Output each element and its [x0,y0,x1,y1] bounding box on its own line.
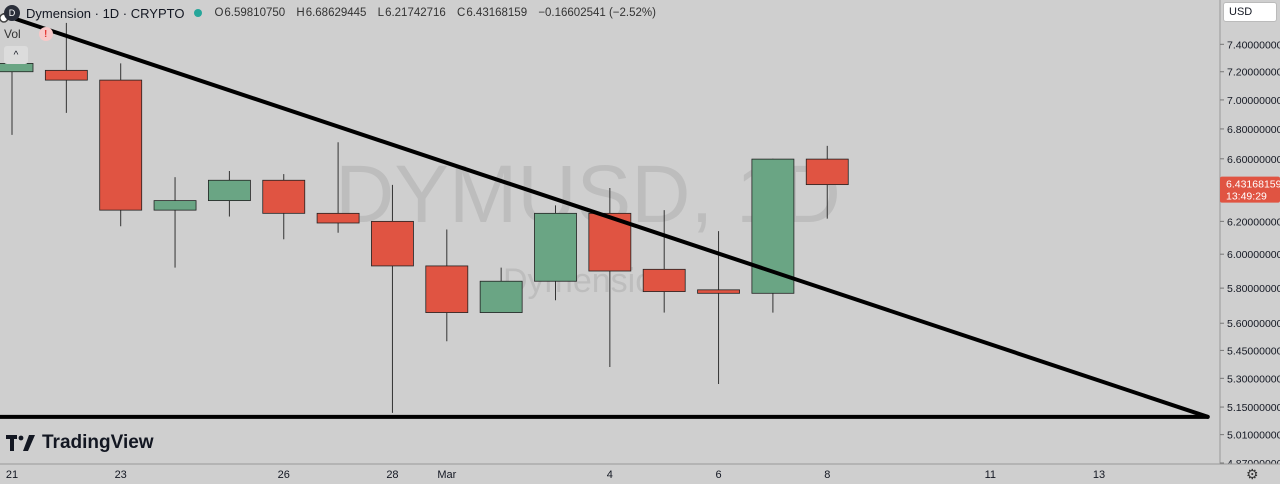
collapse-indicators-button[interactable]: ^ [4,46,28,64]
time-tick-label: 8 [824,469,830,481]
countdown-label: 13:49:29 [1226,191,1267,203]
candle-body [642,268,686,292]
price-tick-label: 6.00000000 [1227,249,1280,261]
time-axis[interactable]: 21 23 26 28 Mar 4 6 8 11 13 [0,463,1280,484]
high-value: 6.68629445 [305,7,367,19]
chart-settings-icon[interactable]: ⚙ [1246,466,1259,482]
candle-body [44,69,88,81]
time-tick-label: 11 [985,469,996,481]
price-tick-label: 6.60000000 [1227,154,1280,166]
candle-body [207,179,251,202]
price-tick-label: 5.01000000 [1227,430,1280,442]
time-tick-label: 21 [6,469,18,481]
symbol-logo-icon: D [4,5,20,21]
candle-body [697,289,740,294]
time-tick-label: 13 [1093,469,1105,481]
price-tick-label: 6.80000000 [1227,124,1280,136]
tradingview-logo-icon [6,435,35,451]
change-value: −0.16602541 (−2.52%) [538,7,656,19]
market-status-icon [194,9,203,17]
currency-select[interactable]: USD [1223,2,1277,22]
price-tick-label: 5.30000000 [1227,373,1280,385]
open-value: 6.59810750 [224,7,286,19]
high-label: H [296,7,305,19]
close-value: 6.43168159 [466,7,528,19]
candle-body [262,179,306,214]
candle-body [99,79,143,211]
candle-body [0,63,34,73]
price-tick-label: 7.00000000 [1227,95,1280,107]
time-tick-label: Mar [437,469,456,481]
volume-label: Vol [4,27,21,41]
price-tick-label: 7.40000000 [1227,39,1280,51]
time-tick-label: 6 [715,469,721,481]
price-tick-label: 5.15000000 [1227,402,1280,414]
time-tick-label: 28 [386,469,398,481]
candle-body [534,212,577,282]
price-tick-label: 5.45000000 [1227,345,1280,357]
price-axis-bg [1220,0,1280,464]
candle-body [371,220,414,267]
symbol-header[interactable]: D Dymension · 1D · CRYPTO O6.59810750 H6… [0,0,656,26]
candles [0,22,849,413]
time-tick-label: 23 [115,469,127,481]
close-label: C [457,7,466,19]
candle-body [316,212,360,224]
low-value: 6.21742716 [385,7,446,19]
volume-indicator[interactable]: Vol ! [4,27,53,41]
price-tick-label: 7.20000000 [1227,67,1280,79]
symbol-title[interactable]: Dymension · 1D · CRYPTO [26,5,185,21]
open-label: O [214,7,224,19]
ohlc-values: O6.59810750 H6.68629445 L6.21742716 C6.4… [214,7,656,19]
candle-body [805,158,849,186]
time-axis-bg [0,464,1280,484]
candle-body [479,280,523,313]
price-tick-label: 5.60000000 [1227,318,1280,330]
warning-icon[interactable]: ! [38,27,53,41]
brand-name: TradingView [42,432,154,453]
tradingview-logo[interactable]: TradingView [6,432,154,454]
price-tick-label: 5.80000000 [1227,283,1280,295]
time-tick-label: 4 [607,469,613,481]
last-price-label: 6.43168159 [1226,179,1280,191]
low-label: L [377,7,385,19]
last-price-tag[interactable] [1220,176,1280,203]
time-tick-label: 26 [278,469,290,481]
price-tick-label: 6.20000000 [1227,216,1280,228]
trendlines[interactable] [0,13,1210,419]
candle-body [153,200,197,211]
price-axis[interactable]: 7.40000000 7.20000000 7.00000000 6.80000000… [1219,0,1280,470]
candle-body [425,265,469,313]
descending-trendline[interactable] [1,13,1210,419]
